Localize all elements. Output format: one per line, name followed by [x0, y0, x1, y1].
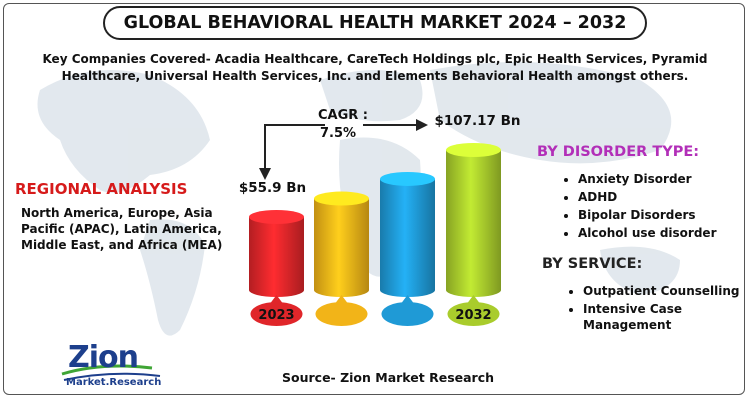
- value-label-3: $107.17 Bn: [434, 113, 520, 129]
- cagr-arrow-head-right: [416, 119, 428, 131]
- key-companies-line-2: Healthcare, Universal Health Services, I…: [61, 69, 689, 83]
- bar-top-2: [380, 171, 435, 186]
- cagr-arrow-head-down: [259, 168, 271, 180]
- year-label-0: 2023: [258, 308, 294, 323]
- service-item: Intensive Case Management: [583, 301, 750, 333]
- year-bubble-1: [315, 295, 368, 326]
- bar-1: [314, 198, 369, 297]
- key-companies-text: Key Companies Covered- Acadia Healthcare…: [25, 51, 725, 85]
- logo-word: Zion: [68, 340, 139, 375]
- regional-analysis-title: REGIONAL ANALYSIS: [15, 180, 188, 198]
- bar-3: [446, 150, 501, 297]
- service-title: BY SERVICE:: [542, 256, 643, 272]
- bar-0: [249, 216, 304, 297]
- year-bubble-3: [447, 295, 500, 326]
- cagr-value: 7.5%: [320, 126, 356, 141]
- disorder-item: Anxiety Disorder: [578, 171, 717, 187]
- logo-swoosh-icon: [61, 364, 161, 381]
- service-list: Outpatient Counselling Intensive Case Ma…: [567, 283, 750, 335]
- outer-frame: [3, 3, 745, 395]
- year-bubble-0: [250, 295, 303, 326]
- year-label-3: 2032: [455, 308, 491, 323]
- cagr-arrow-left: [264, 124, 325, 175]
- disorder-item: Alcohol use disorder: [578, 225, 717, 241]
- source-text: Source- Zion Market Research: [282, 370, 495, 385]
- disorder-type-list: Anxiety Disorder ADHD Bipolar Disorders …: [562, 171, 717, 243]
- disorder-item: Bipolar Disorders: [578, 207, 717, 223]
- regional-analysis-text: North America, Europe, Asia Pacific (APA…: [21, 206, 223, 252]
- value-label-0: $55.9 Bn: [239, 180, 306, 196]
- bar-top-3: [446, 143, 501, 157]
- bar-top-1: [314, 191, 369, 206]
- key-companies-line-1: Key Companies Covered- Acadia Healthcare…: [42, 52, 708, 66]
- zion-logo: Zion Market.Research: [52, 340, 172, 392]
- page-title: GLOBAL BEHAVIORAL HEALTH MARKET 2024 – 2…: [103, 6, 647, 40]
- cagr-label: CAGR :: [318, 108, 368, 123]
- service-item: Outpatient Counselling: [583, 283, 750, 299]
- bar-top-0: [249, 209, 304, 224]
- year-bubble-2: [381, 295, 434, 327]
- bar-2: [380, 178, 435, 297]
- disorder-type-title: BY DISORDER TYPE:: [537, 144, 700, 160]
- disorder-item: ADHD: [578, 189, 717, 205]
- logo-subtext: Market.Research: [66, 377, 162, 388]
- page-title-text: GLOBAL BEHAVIORAL HEALTH MARKET 2024 – 2…: [123, 13, 627, 33]
